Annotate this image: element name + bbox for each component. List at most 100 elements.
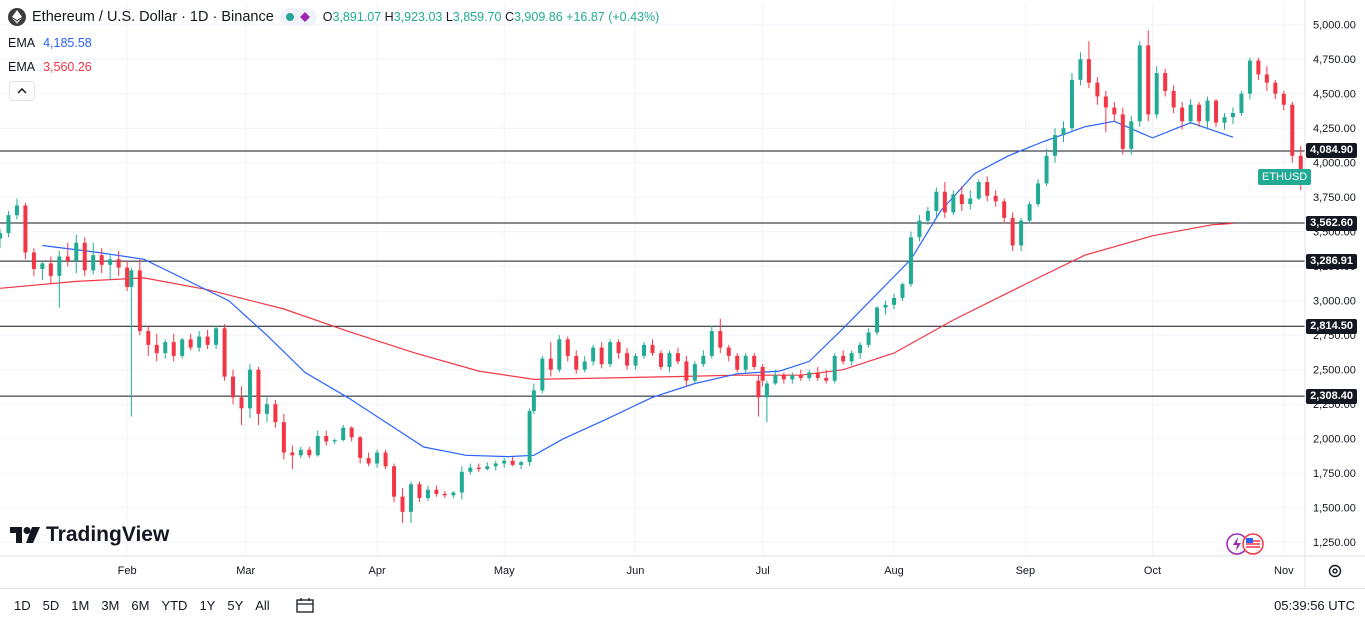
candle	[908, 231, 913, 287]
candle	[1230, 107, 1235, 125]
collapse-legend-button[interactable]	[9, 81, 35, 101]
candle-body	[358, 437, 363, 459]
range-button-ytd[interactable]: YTD	[161, 597, 188, 613]
candle-body	[565, 339, 570, 356]
candle-body	[31, 252, 36, 269]
candle-body	[1120, 114, 1125, 149]
candle	[493, 460, 498, 471]
y-tick-label: 4,750.00	[1313, 54, 1356, 66]
range-button-5y[interactable]: 5Y	[227, 597, 244, 613]
y-tick-label: 4,000.00	[1313, 158, 1356, 170]
candle	[383, 449, 388, 470]
candle-body	[349, 427, 354, 438]
candle	[1095, 77, 1100, 105]
candle-body	[1171, 90, 1176, 108]
candle-body	[959, 194, 964, 205]
range-button-1d[interactable]: 1D	[14, 597, 31, 613]
candle-body	[281, 422, 286, 453]
ethereum-icon	[8, 8, 26, 26]
range-button-all[interactable]: All	[255, 597, 270, 613]
candle-body	[781, 375, 786, 380]
ema-slow-value: 3,560.26	[43, 60, 92, 74]
candle-body	[1264, 74, 1269, 83]
candle	[1247, 57, 1252, 100]
candle	[900, 282, 905, 301]
price-level-tag: 2,308.40	[1306, 388, 1357, 404]
candle	[163, 339, 168, 359]
candle-body	[718, 331, 723, 348]
candle	[951, 190, 956, 216]
utc-clock[interactable]: 05:39:56 UTC	[1274, 597, 1355, 613]
candle	[256, 366, 261, 425]
candle	[1171, 85, 1176, 114]
candle	[116, 251, 121, 276]
range-button-1y[interactable]: 1Y	[199, 597, 216, 613]
candle	[591, 344, 596, 366]
candle-body	[1154, 73, 1159, 115]
candle-body	[1230, 113, 1235, 118]
range-button-6m[interactable]: 6M	[131, 597, 150, 613]
candle	[790, 372, 795, 384]
price-level-tag: 3,286.91	[1306, 253, 1357, 269]
candle	[6, 211, 11, 238]
candle	[582, 355, 587, 373]
candle	[976, 179, 981, 200]
candle-body	[1205, 100, 1210, 122]
candle	[129, 267, 134, 417]
horizontal-levels	[0, 150, 1305, 397]
candle	[459, 466, 464, 500]
candle-body	[849, 353, 854, 362]
ema-fast-legend[interactable]: EMA 4,185.58	[8, 36, 92, 50]
ema-slow-legend[interactable]: EMA 3,560.26	[8, 60, 92, 74]
candle-body	[1197, 104, 1202, 122]
candle	[1290, 101, 1295, 163]
candle-body	[841, 355, 846, 362]
candle-body	[548, 358, 553, 370]
gear-icon[interactable]	[1326, 562, 1344, 580]
calendar-range-icon[interactable]	[294, 596, 316, 614]
candle-body	[298, 449, 303, 456]
candle-body	[40, 263, 45, 269]
candle	[959, 186, 964, 211]
candle	[1086, 41, 1091, 89]
symbol-title[interactable]: Ethereum / U.S. Dollar · 1D · Binance	[32, 9, 274, 25]
x-tick-label: Nov	[1274, 565, 1294, 577]
candle-body	[684, 361, 689, 381]
candle	[171, 333, 176, 362]
candle-body	[1044, 155, 1049, 184]
candle	[934, 187, 939, 218]
time-range-buttons: 1D 5D 1M 3M 6M YTD 1Y 5Y All	[8, 598, 276, 613]
candle-body	[1256, 60, 1261, 75]
candle-body	[726, 347, 731, 356]
candle-body	[985, 182, 990, 196]
candle	[214, 325, 219, 349]
range-button-5d[interactable]: 5D	[42, 597, 60, 613]
candle-body	[57, 256, 62, 276]
price-level-tag: 3,562.60	[1306, 215, 1357, 231]
candle-body	[74, 242, 79, 261]
candle-body	[485, 466, 490, 470]
range-button-3m[interactable]: 3M	[101, 597, 120, 613]
candle-body	[82, 242, 87, 271]
candle-body	[264, 404, 269, 414]
y-tick-label: 3,750.00	[1313, 192, 1356, 204]
candle	[658, 350, 663, 370]
candle	[188, 333, 193, 351]
candle-body	[48, 263, 53, 276]
candle	[675, 347, 680, 365]
ema-fast-line	[42, 120, 1234, 458]
candle	[154, 333, 159, 362]
candle-body	[625, 353, 630, 366]
x-tick-label: May	[494, 565, 515, 577]
candle-body	[214, 328, 219, 345]
candle-body	[197, 336, 202, 348]
candle	[307, 446, 312, 459]
market-status-pill[interactable]	[279, 8, 317, 26]
candle	[917, 215, 922, 242]
candle-body	[1112, 107, 1117, 115]
candle	[358, 435, 363, 464]
promo-badge[interactable]	[1226, 533, 1264, 555]
tradingview-logo[interactable]: TradingView	[10, 523, 169, 547]
range-button-1m[interactable]: 1M	[71, 597, 90, 613]
